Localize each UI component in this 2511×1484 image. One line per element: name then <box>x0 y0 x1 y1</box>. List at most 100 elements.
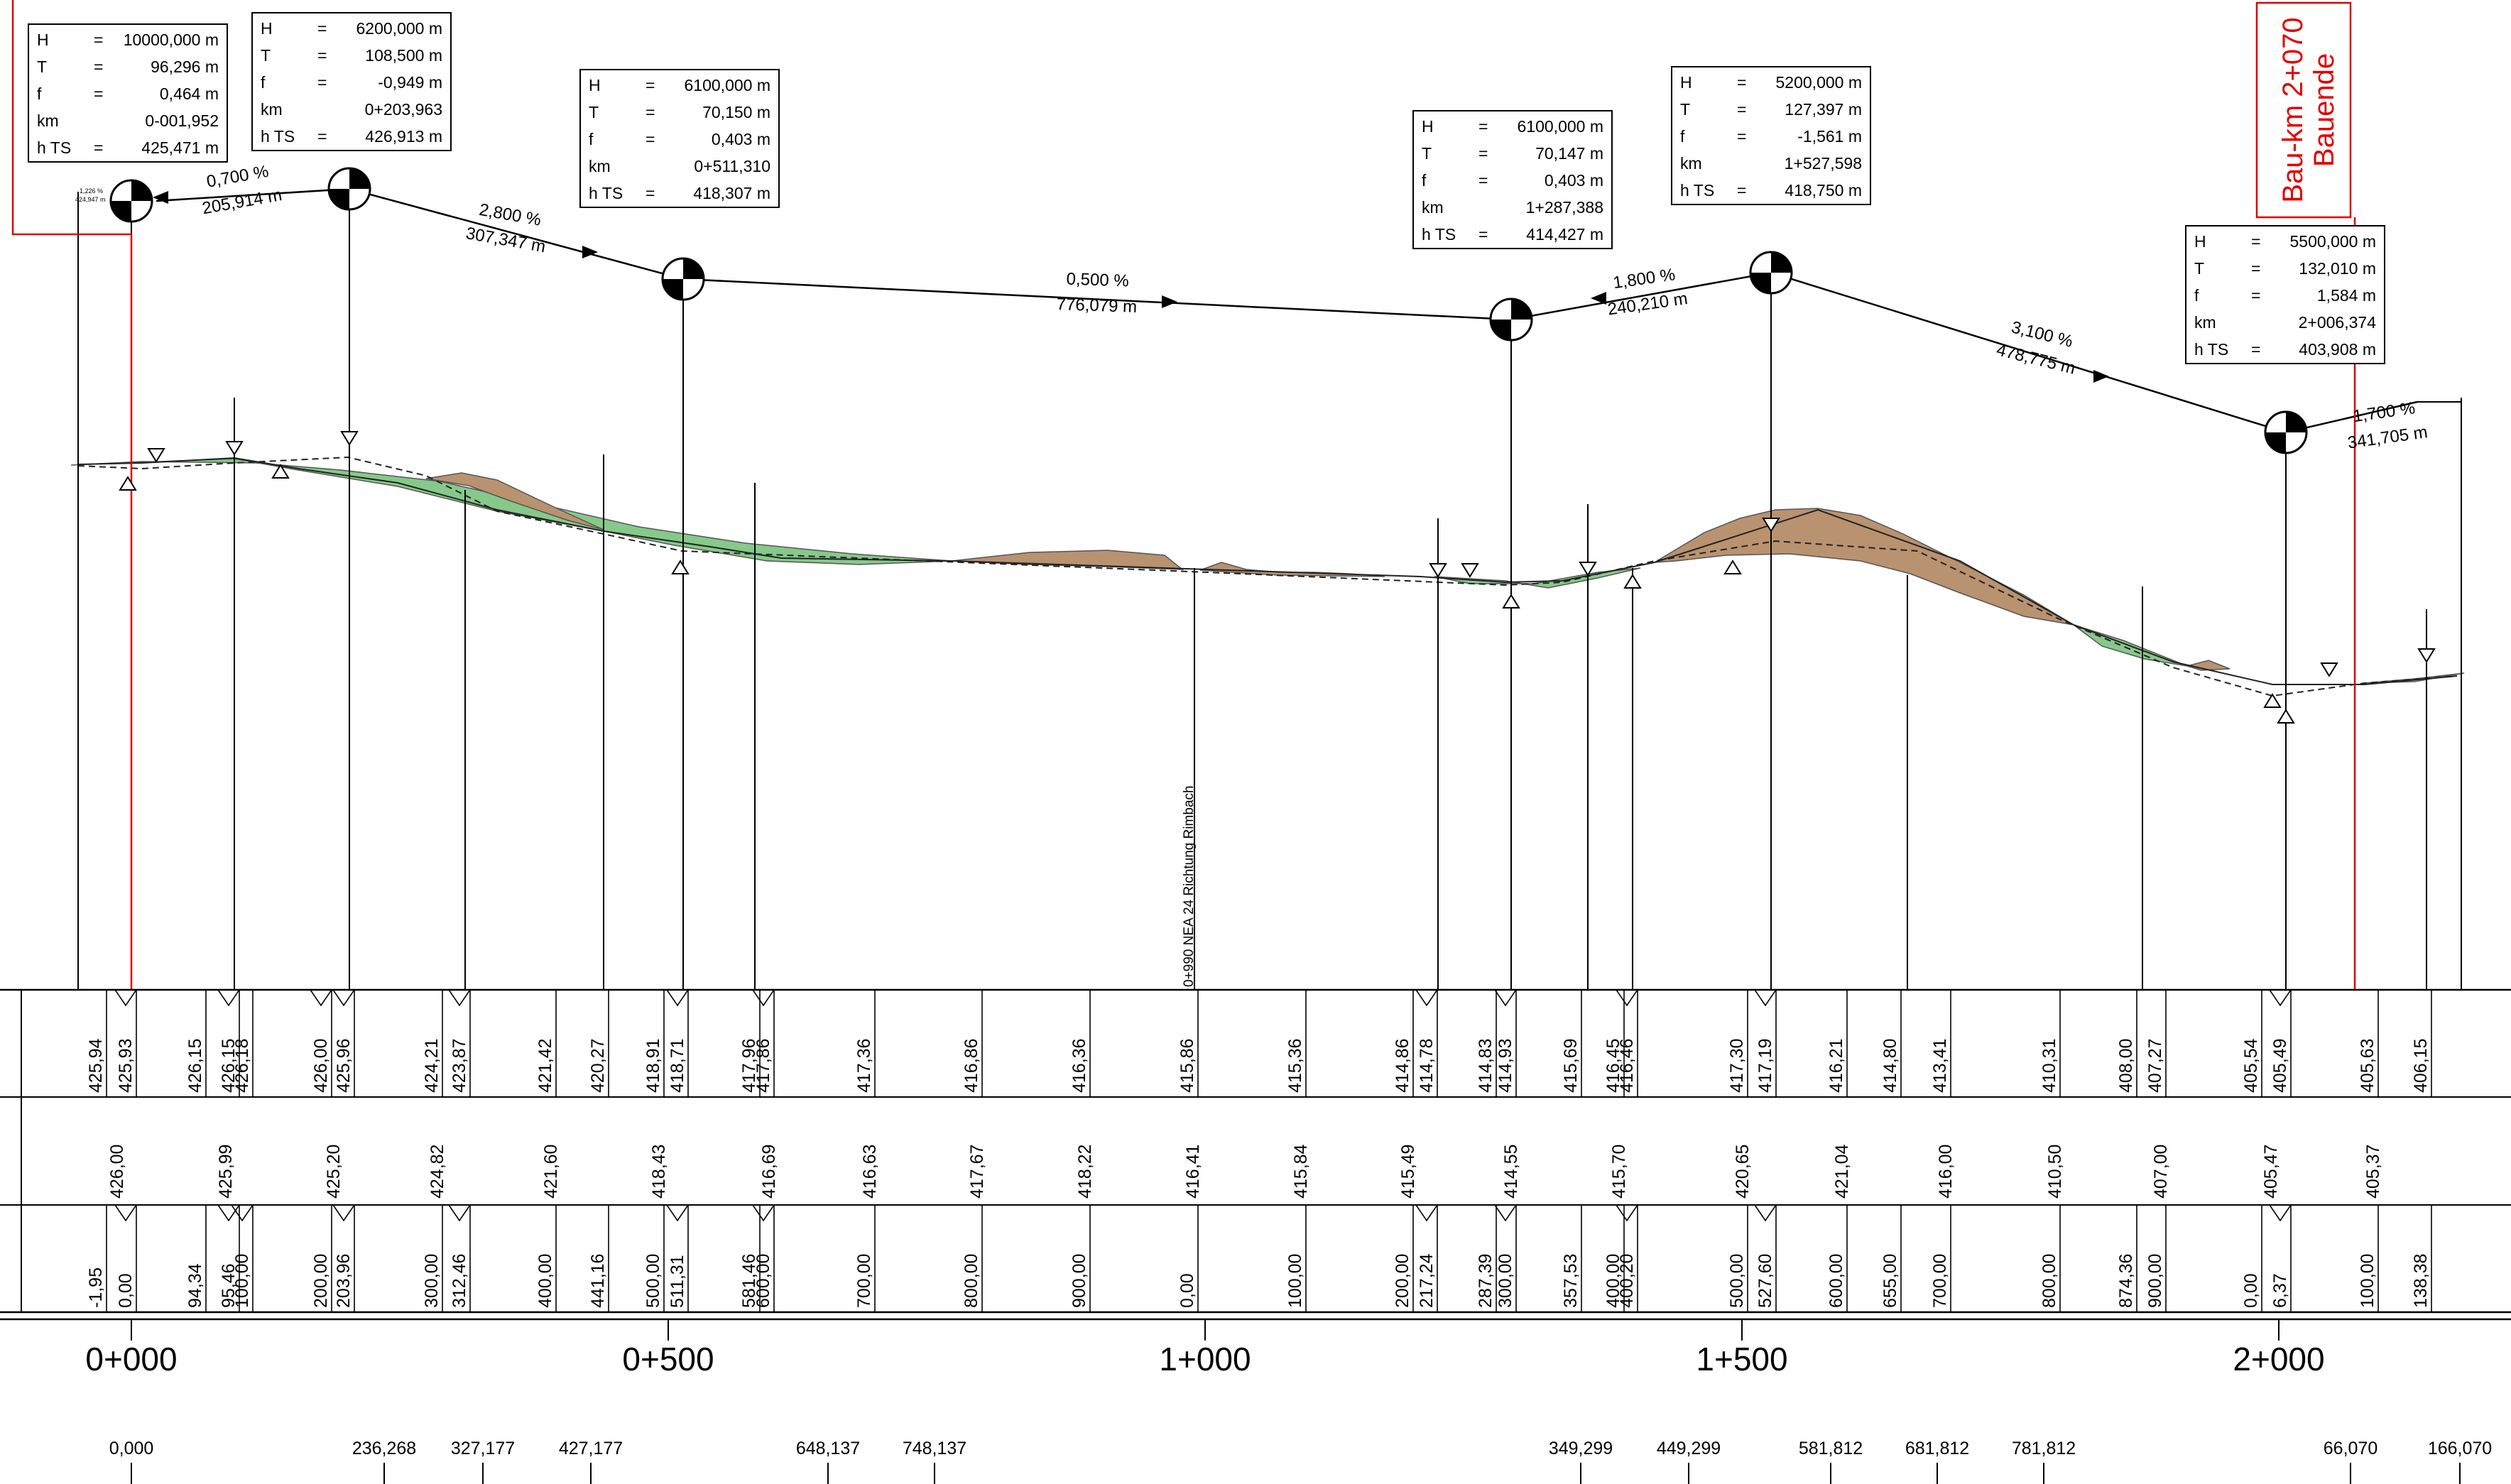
band-value: 415,86 <box>1177 1039 1197 1093</box>
curve-key: H <box>261 19 273 38</box>
curve-value-km: 0+203,963 <box>365 100 442 119</box>
band-value: 203,96 <box>334 1254 354 1308</box>
station-triangle <box>1762 518 1780 533</box>
curve-value-H: 5500,000 m <box>2290 232 2376 251</box>
band-value: 415,69 <box>1561 1039 1581 1093</box>
curve-key: T <box>261 46 271 65</box>
station-value: 748,137 <box>903 1439 966 1458</box>
curve-value-T: 70,150 m <box>702 103 770 121</box>
band-value: 0,00 <box>1177 1273 1197 1308</box>
band-value: 700,00 <box>1930 1254 1950 1308</box>
curve-key: f <box>2194 286 2199 305</box>
band-value: 423,87 <box>450 1039 469 1093</box>
band-value: 424,21 <box>422 1039 442 1093</box>
curve-table-vk-2: H = 6200,000 m T = 108,500 m f = -0,949 m km 0+203… <box>251 12 452 151</box>
band-notch <box>2269 1204 2292 1222</box>
equals-sign: = <box>1737 73 1746 92</box>
markers-layer <box>109 167 2436 724</box>
curve-value-f: 0,403 m <box>1545 171 1603 190</box>
band-notch <box>1494 1204 1517 1222</box>
band-notch <box>2269 989 2292 1007</box>
curve-value-km: 0-001,952 <box>145 111 219 130</box>
band-notch <box>231 1204 254 1222</box>
curve-key: km <box>589 157 611 175</box>
tiny-grade-percent: 1,226 % <box>80 187 103 195</box>
grade-arrow <box>2093 370 2109 383</box>
equals-sign: = <box>1737 100 1746 119</box>
band-value: 600,00 <box>1826 1254 1846 1308</box>
band-value: 426,00 <box>311 1039 331 1093</box>
bauende-km-label: Bau-km 2+070 <box>2277 17 2309 202</box>
station-triangle <box>1502 594 1520 609</box>
curve-key: h TS <box>1680 181 1714 200</box>
station-triangle <box>119 476 137 491</box>
band-value: 426,15 <box>185 1039 205 1093</box>
band-value: 425,96 <box>334 1039 354 1093</box>
station-triangle <box>271 464 290 479</box>
band-value: 417,36 <box>854 1039 874 1093</box>
grade-arrow <box>582 246 598 258</box>
band-value: 800,00 <box>962 1254 981 1308</box>
curve-table-vk-6: H = 5500,000 m T = 132,010 m f = 1,584 m km 2+006,… <box>2185 225 2385 364</box>
station-triangle <box>2320 662 2338 677</box>
band-value: 414,55 <box>1501 1145 1521 1199</box>
equals-sign: = <box>646 130 655 148</box>
station-value: 681,812 <box>1905 1439 1969 1458</box>
band-value: 405,47 <box>2261 1145 2281 1199</box>
equals-sign: = <box>2251 259 2260 278</box>
km-label: 2+000 <box>2233 1341 2324 1377</box>
band-value: 400,00 <box>1603 1254 1623 1308</box>
curve-table-frame <box>579 69 780 208</box>
equals-sign: = <box>1737 127 1746 146</box>
band-notch <box>1754 1204 1777 1222</box>
curve-value-hts: 425,471 m <box>141 138 219 157</box>
curve-table-frame <box>251 12 452 151</box>
band-value: 425,94 <box>86 1038 106 1093</box>
band-value: 416,86 <box>962 1039 981 1093</box>
pvi-quadrant <box>111 201 131 222</box>
pvi-quadrant <box>663 279 683 300</box>
pvi-quadrant <box>131 180 152 201</box>
station-triangle <box>1723 560 1742 574</box>
curve-value-hts: 418,307 m <box>693 184 770 202</box>
curve-value-T: 132,010 m <box>2299 259 2376 278</box>
band-notch <box>1494 989 1517 1007</box>
pvi-quadrant <box>2286 412 2306 432</box>
equals-sign: = <box>94 138 103 157</box>
curve-table-frame <box>28 23 228 163</box>
curve-key: h TS <box>261 127 295 146</box>
pvi-quadrant <box>329 189 349 209</box>
km-axis: 0+000 0+500 1+000 1+500 2+000 0,000 236,268 327… <box>0 1318 2511 1484</box>
curve-key: T <box>37 58 47 76</box>
bauende-box <box>2255 1 2352 219</box>
band-value: 421,60 <box>541 1145 561 1199</box>
band-notch <box>332 989 355 1007</box>
curve-key: h TS <box>37 138 71 157</box>
pvi-marker <box>1489 298 1533 342</box>
pvi-quadrant <box>1750 273 1771 293</box>
km-label: 1+500 <box>1696 1341 1787 1377</box>
band-value: 417,19 <box>1755 1039 1775 1093</box>
band-value: 417,86 <box>753 1039 773 1093</box>
band-value: 874,36 <box>2116 1254 2136 1308</box>
station-triangle <box>1579 562 1597 577</box>
curve-value-hts: 414,427 m <box>1526 225 1603 244</box>
station-value: 427,177 <box>559 1439 623 1458</box>
pvi-quadrant <box>683 258 704 279</box>
pvi-marker <box>2264 410 2308 454</box>
band-value: 600,00 <box>753 1254 773 1308</box>
grade-percent: 0,500 % <box>1066 269 1129 290</box>
grade-percent: 1,800 % <box>1612 265 1677 293</box>
curve-key: f <box>37 84 42 103</box>
equals-sign: = <box>317 19 327 38</box>
curve-table-vk-3: H = 6100,000 m T = 70,150 m f = 0,403 m km 0+511,3… <box>579 69 780 208</box>
station-triangle <box>2417 648 2436 663</box>
equals-sign: = <box>317 127 327 146</box>
curve-key: f <box>589 130 594 148</box>
band-value: 408,00 <box>2116 1039 2136 1093</box>
curve-table-vk-4: H = 6100,000 m T = 70,147 m f = 0,403 m km 1+287,3… <box>1412 110 1613 249</box>
station-triangle <box>225 441 244 456</box>
curve-value-H: 6100,000 m <box>1518 117 1603 136</box>
curve-value-km: 1+527,598 <box>1785 154 1862 173</box>
